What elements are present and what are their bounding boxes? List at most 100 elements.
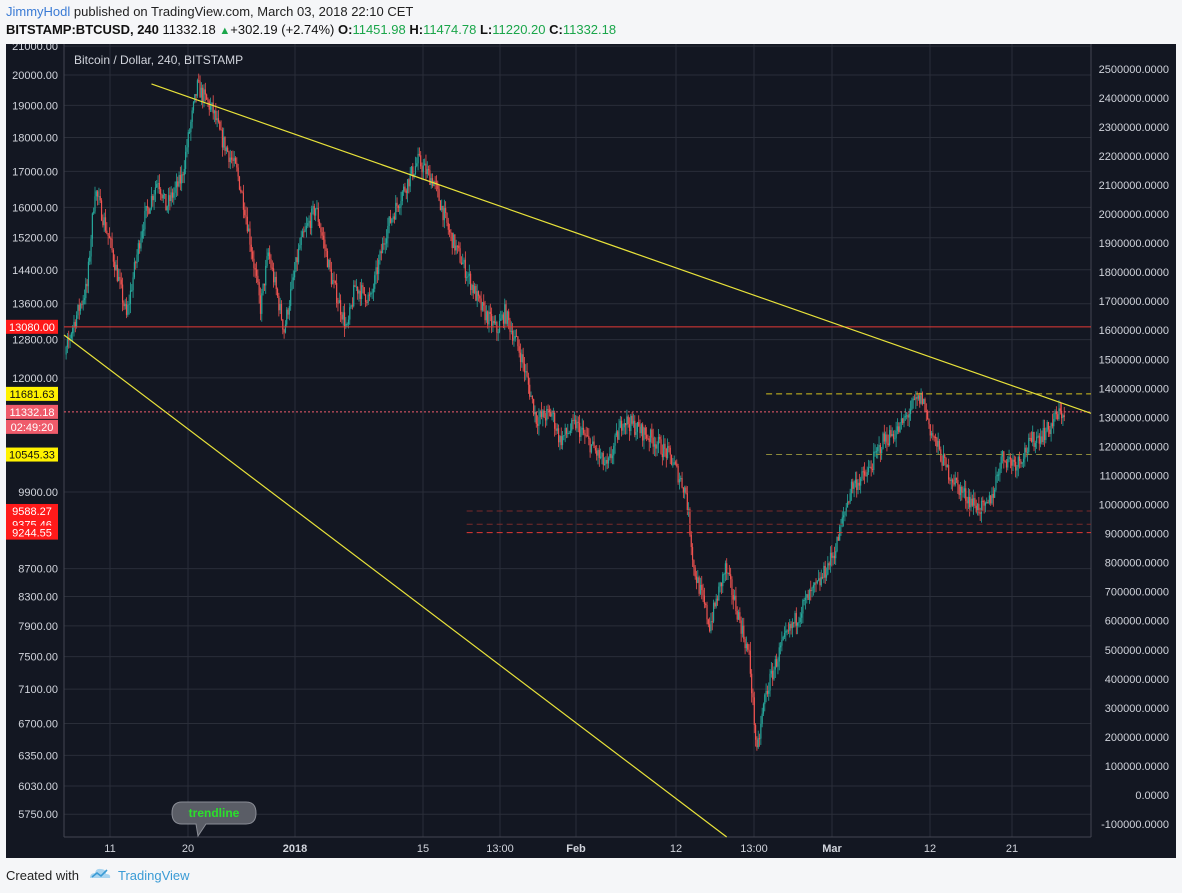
candle-body xyxy=(326,251,329,268)
candle-body xyxy=(508,311,510,321)
candle-body xyxy=(1009,457,1011,460)
candle-body xyxy=(502,314,505,324)
candle-body xyxy=(747,644,749,650)
candle-body xyxy=(1043,427,1046,440)
candle-body xyxy=(66,339,69,347)
trendline-upper xyxy=(151,83,1092,414)
y-right-tick-label: 300000.0000 xyxy=(1105,703,1169,715)
candle-body xyxy=(489,311,491,315)
candle-body xyxy=(684,487,686,493)
tradingview-logo-icon[interactable] xyxy=(88,866,112,882)
y-right-tick-label: 2400000.0000 xyxy=(1099,93,1169,105)
candle-body xyxy=(769,673,771,691)
candle-body xyxy=(1000,456,1002,469)
candle-body xyxy=(768,690,770,694)
candle-body xyxy=(1057,414,1059,420)
candle-body xyxy=(345,323,347,328)
candle-body xyxy=(973,498,975,506)
candle-body xyxy=(288,305,290,315)
candle-body xyxy=(1007,458,1009,468)
chart-container[interactable]: 21000.00 20000.00 19000.00 18000.00 17000.00… xyxy=(6,44,1176,858)
candle-body xyxy=(667,446,669,458)
candle-body xyxy=(949,479,951,481)
candle-body xyxy=(406,179,409,194)
candle-body xyxy=(971,498,973,506)
candle-body xyxy=(375,267,377,276)
candle-body xyxy=(437,184,439,189)
candle-body xyxy=(475,286,477,301)
candle-body xyxy=(845,507,847,512)
candle-body xyxy=(383,243,385,245)
candle-body xyxy=(510,330,512,332)
candle-body xyxy=(1061,410,1063,419)
price-label-text: 10545.33 xyxy=(9,450,55,462)
y-tick-label: 6030.00 xyxy=(18,781,58,793)
candle-body xyxy=(523,363,526,373)
candle-body xyxy=(952,479,954,483)
candle-body xyxy=(903,417,905,424)
candle-body xyxy=(1030,438,1033,442)
candle-body xyxy=(170,192,172,202)
candle-body xyxy=(497,332,499,334)
candle-body xyxy=(870,466,872,469)
candle-body xyxy=(137,243,139,255)
candle-body xyxy=(274,276,276,283)
candle-body xyxy=(129,290,132,305)
candle-body xyxy=(719,582,721,587)
y-right-tick-label: 1700000.0000 xyxy=(1099,296,1169,308)
candle-body xyxy=(355,286,357,288)
candle-body xyxy=(761,713,763,724)
candle-body xyxy=(986,502,988,504)
candle-body xyxy=(703,595,705,604)
callout-bubble xyxy=(171,801,257,838)
candle-body xyxy=(1032,432,1034,442)
candle-body xyxy=(871,468,874,470)
candle-body xyxy=(835,551,837,559)
candle-body xyxy=(98,196,100,198)
candle-body xyxy=(544,417,547,421)
author-link[interactable]: JimmyHodl xyxy=(6,4,71,19)
candle-body xyxy=(911,400,913,410)
candle-body xyxy=(810,589,812,592)
candle-body xyxy=(106,230,108,234)
y-right-tick-label: 0.0000 xyxy=(1135,790,1169,802)
candle-body xyxy=(90,238,92,257)
candle-body xyxy=(504,304,506,324)
candle-body xyxy=(125,304,128,315)
candle-body xyxy=(249,228,251,245)
candle-body xyxy=(221,129,223,148)
candle-body xyxy=(702,590,704,596)
candle-body xyxy=(744,638,746,649)
x-tick-label: 11 xyxy=(104,843,115,855)
candle-body xyxy=(257,275,259,283)
candle-body xyxy=(227,147,229,152)
candle-body xyxy=(617,431,619,440)
price-label-box xyxy=(6,525,58,540)
candle-body xyxy=(359,290,361,300)
candle-body xyxy=(913,398,916,400)
candle-body xyxy=(898,426,900,432)
candle-body xyxy=(1036,436,1038,443)
candle-body xyxy=(142,229,145,231)
candle-body xyxy=(588,436,590,439)
price-label-box xyxy=(6,503,58,518)
candle-body xyxy=(894,438,896,440)
candle-body xyxy=(697,577,699,583)
price-chart[interactable]: 21000.00 20000.00 19000.00 18000.00 17000.00… xyxy=(6,44,1176,858)
candle-body xyxy=(283,329,285,333)
candle-body xyxy=(103,217,105,226)
candle-body xyxy=(136,254,138,264)
candle-body xyxy=(213,110,216,114)
candle-body xyxy=(920,392,922,404)
candle-body xyxy=(652,437,654,447)
candle-body xyxy=(382,243,384,254)
candle-body xyxy=(123,302,125,307)
candle-body xyxy=(846,501,849,508)
candle-body xyxy=(833,555,836,559)
candle-body xyxy=(484,305,486,321)
candle-body xyxy=(485,311,487,321)
candle-body xyxy=(259,295,262,314)
tradingview-link[interactable]: TradingView xyxy=(118,868,190,883)
candle-body xyxy=(938,440,941,450)
candle-body xyxy=(673,462,675,465)
